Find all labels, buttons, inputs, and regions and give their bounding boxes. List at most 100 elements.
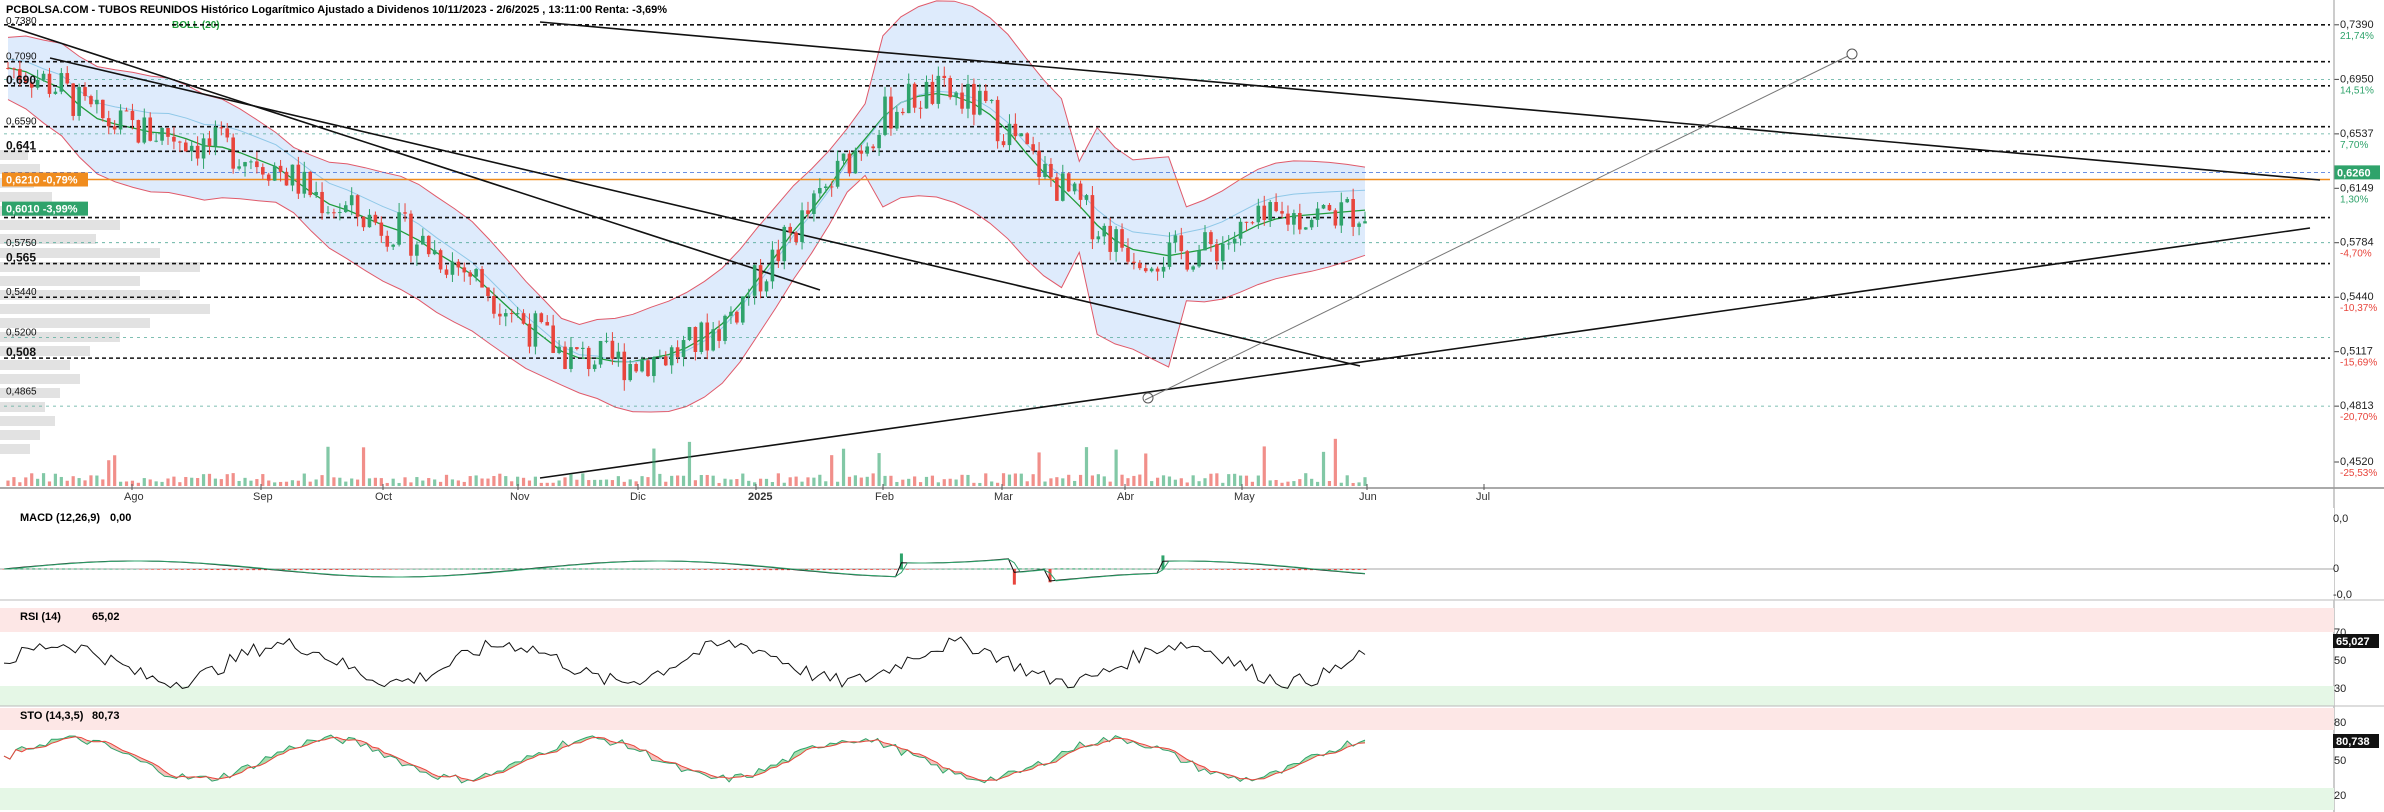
- macd-histogram-bar: [1161, 555, 1165, 570]
- volume-bar: [581, 473, 585, 486]
- candle-body: [1309, 219, 1314, 228]
- volume-bar: [433, 479, 437, 486]
- volume-bar: [889, 475, 893, 486]
- candle-body: [628, 364, 633, 381]
- macd-histogram-bar: [691, 569, 695, 570]
- macd-histogram-bar: [983, 568, 987, 570]
- candle-body: [23, 79, 28, 83]
- candle-body: [456, 261, 461, 268]
- macd-histogram-bar: [406, 568, 410, 570]
- candle-body: [818, 187, 822, 194]
- sto-area-fill: [758, 768, 765, 775]
- left-price-label: 0,5750: [6, 238, 37, 249]
- macd-histogram-bar: [674, 569, 678, 570]
- volume-bar: [160, 481, 164, 486]
- long-moving-average: [7, 58, 1366, 363]
- macd-histogram-bar: [858, 569, 862, 570]
- candle-body: [557, 346, 561, 353]
- trendline-handle: [1142, 392, 1154, 404]
- macd-histogram-bar: [228, 569, 232, 571]
- candle-body: [723, 315, 727, 341]
- candle-body: [343, 205, 348, 213]
- volume-bar: [403, 477, 407, 486]
- volume-bar: [907, 478, 911, 486]
- volume-bar: [901, 479, 905, 486]
- volume-profile-bar: [0, 402, 45, 412]
- macd-histogram-bar: [1048, 569, 1052, 583]
- candle-body: [1167, 242, 1172, 267]
- volume-profile-bar: [0, 220, 120, 230]
- candle-body: [249, 161, 253, 163]
- macd-histogram-bar: [382, 569, 386, 570]
- macd-histogram-bar: [781, 569, 785, 571]
- candle-body: [954, 92, 958, 98]
- macd-histogram-bar: [151, 569, 155, 570]
- macd-histogram-bar: [1274, 569, 1278, 571]
- candle-body: [829, 186, 834, 188]
- sto-overbought-zone: [0, 708, 2334, 730]
- macd-histogram-bar: [186, 569, 190, 570]
- candle-body: [1066, 173, 1071, 192]
- right-axis-price: 0,6950: [2340, 73, 2374, 85]
- candle-body: [1209, 232, 1213, 245]
- volume-bar: [290, 480, 295, 486]
- candle-body: [1286, 213, 1290, 225]
- candle-body: [89, 96, 93, 105]
- macd-histogram-bar: [1119, 568, 1123, 570]
- month-label: May: [1234, 491, 1255, 503]
- macd-histogram-bar: [590, 568, 594, 570]
- rsi-overbought-zone: [0, 608, 2334, 632]
- macd-histogram-bar: [400, 568, 404, 570]
- candle-body: [930, 81, 935, 104]
- candle-body: [1315, 208, 1320, 220]
- macd-histogram-bar: [127, 568, 131, 570]
- candle-body: [367, 214, 372, 228]
- macd-histogram-bar: [1000, 568, 1004, 570]
- volume-bar: [1096, 474, 1100, 486]
- volume-bar: [871, 473, 875, 486]
- month-label: Ago: [124, 491, 144, 503]
- candle-body: [1143, 268, 1148, 272]
- volume-bar: [444, 474, 449, 486]
- candle-body: [1173, 235, 1178, 243]
- candle-body: [966, 83, 970, 109]
- candle-body: [740, 296, 745, 323]
- candle-body: [474, 269, 478, 277]
- macd-histogram-bar: [905, 569, 909, 570]
- candle-body: [640, 360, 644, 372]
- month-label: Mar: [994, 491, 1013, 503]
- candle-body: [770, 249, 775, 282]
- volume-bar: [676, 475, 680, 486]
- candle-body: [391, 244, 395, 247]
- volume-profile-bar: [0, 234, 96, 244]
- macd-histogram-bar: [549, 568, 553, 570]
- macd-histogram-bar: [168, 569, 172, 570]
- macd-histogram-bar: [1143, 568, 1147, 570]
- trendline: [7, 25, 821, 291]
- candle-body: [1007, 123, 1012, 146]
- volume-bar: [107, 460, 111, 486]
- volume-profile-bar: [0, 388, 60, 398]
- candle-body: [379, 222, 384, 236]
- macd-histogram-bar: [1090, 568, 1094, 570]
- candle-body: [948, 78, 952, 98]
- sto-area-fill: [116, 747, 123, 754]
- volume-bar: [1155, 477, 1160, 486]
- candle-body: [338, 212, 342, 214]
- volume-bar: [705, 474, 709, 486]
- macd-axis-bottom: -0,0: [2333, 589, 2352, 601]
- trendline-handle: [1846, 48, 1858, 60]
- volume-bar: [504, 476, 508, 486]
- volume-bar: [1126, 478, 1130, 486]
- candle-body: [877, 134, 881, 149]
- volume-bar: [89, 475, 93, 486]
- macd-histogram-bar: [430, 568, 434, 570]
- candle-body: [978, 90, 982, 115]
- macd-histogram-bar: [281, 569, 285, 571]
- sto-area-fill: [420, 767, 426, 773]
- sto-area-fill: [1180, 755, 1187, 763]
- sto-area-fill: [1032, 761, 1039, 769]
- volume-bar: [1031, 474, 1035, 486]
- volume-profile-bar: [0, 164, 40, 174]
- volume-bar: [1286, 481, 1290, 486]
